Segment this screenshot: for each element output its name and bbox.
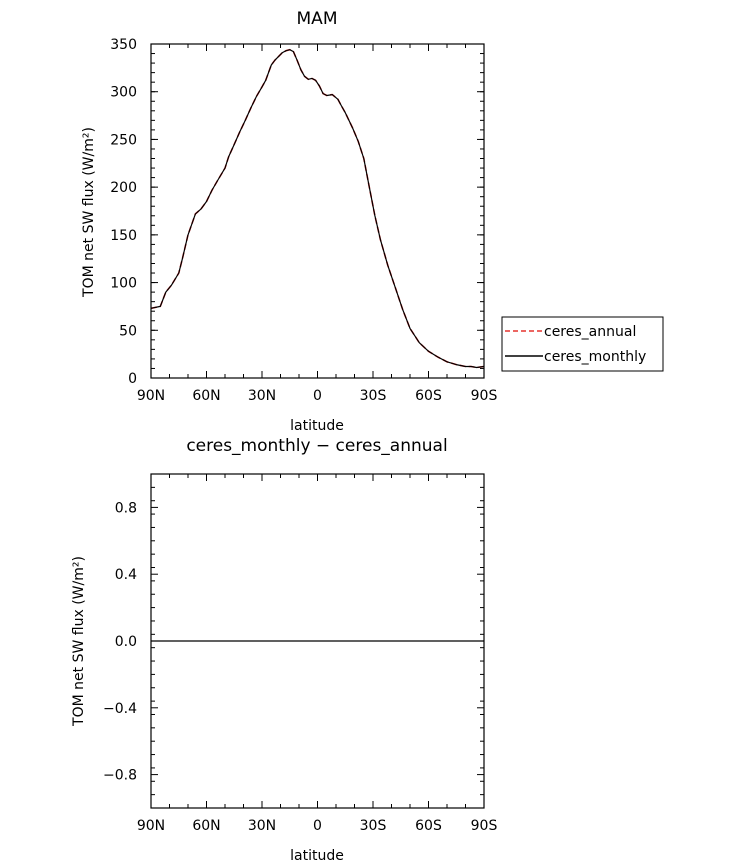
bottom-x-axis-label: latitude <box>290 848 344 864</box>
bottom-chart-title: ceres_monthly − ceres_annual <box>186 436 447 456</box>
series-line-ceres-monthly <box>150 49 485 369</box>
top-x-tick-label: 0 <box>313 388 322 404</box>
bottom-plot-frame <box>150 473 485 809</box>
top-x-tick-label: 60S <box>415 388 442 404</box>
bottom-y-tick-label: 0.0 <box>115 634 137 650</box>
top-y-tick-label: 250 <box>110 132 137 148</box>
top-series-lines <box>150 48 485 369</box>
bottom-y-tick-label: −0.4 <box>103 701 137 717</box>
top-y-tick-label: 50 <box>119 323 137 339</box>
legend-label-ceres-monthly: ceres_monthly <box>544 349 646 365</box>
top-y-tick-label: 150 <box>110 228 137 244</box>
bottom-x-tick-label: 0 <box>313 818 322 834</box>
top-x-axis-label: latitude <box>290 418 344 434</box>
bottom-x-tick-label: 30S <box>360 818 387 834</box>
top-panel: MAM latitude TOM net SW flux (W/m²) 90N 6… <box>81 9 497 434</box>
top-x-tick-label: 90N <box>137 388 165 404</box>
top-y-tick-label: 350 <box>110 37 137 53</box>
top-chart-title: MAM <box>297 9 338 29</box>
bottom-x-tick-label: 30N <box>248 818 276 834</box>
bottom-y-tick-label: −0.8 <box>103 768 137 784</box>
top-plot-frame <box>150 43 485 379</box>
bottom-y-tick-label: 0.8 <box>115 500 137 516</box>
bottom-x-tick-label: 90N <box>137 818 165 834</box>
legend: ceres_annual ceres_monthly <box>501 316 664 372</box>
top-y-tick-label: 0 <box>128 371 137 387</box>
top-y-axis-label: TOM net SW flux (W/m²) <box>81 127 97 298</box>
top-y-tick-label: 200 <box>110 180 137 196</box>
top-y-tick-label: 300 <box>110 85 137 101</box>
bottom-y-tick-label: 0.4 <box>115 567 137 583</box>
legend-label-ceres-annual: ceres_annual <box>544 324 636 340</box>
bottom-x-tick-label: 90S <box>471 818 498 834</box>
top-y-tick-label: 100 <box>110 276 137 292</box>
bottom-panel: ceres_monthly − ceres_annual latitude TO… <box>71 436 497 864</box>
bottom-y-axis-label: TOM net SW flux (W/m²) <box>71 556 87 727</box>
top-x-tick-label: 30N <box>248 388 276 404</box>
bottom-x-tick-label: 60S <box>415 818 442 834</box>
top-axis-ticks: 90N 60N 30N 0 30S 60S 90S 0 50 100 150 200 250 300 350 <box>110 37 497 404</box>
top-x-tick-label: 60N <box>192 388 220 404</box>
top-x-tick-label: 90S <box>471 388 498 404</box>
top-x-tick-label: 30S <box>360 388 387 404</box>
bottom-x-tick-label: 60N <box>192 818 220 834</box>
bottom-axis-ticks: 90N 60N 30N 0 30S 60S 90S −0.8 −0.4 0.0 0.4 0.8 <box>103 473 498 834</box>
legend-box <box>501 316 664 372</box>
